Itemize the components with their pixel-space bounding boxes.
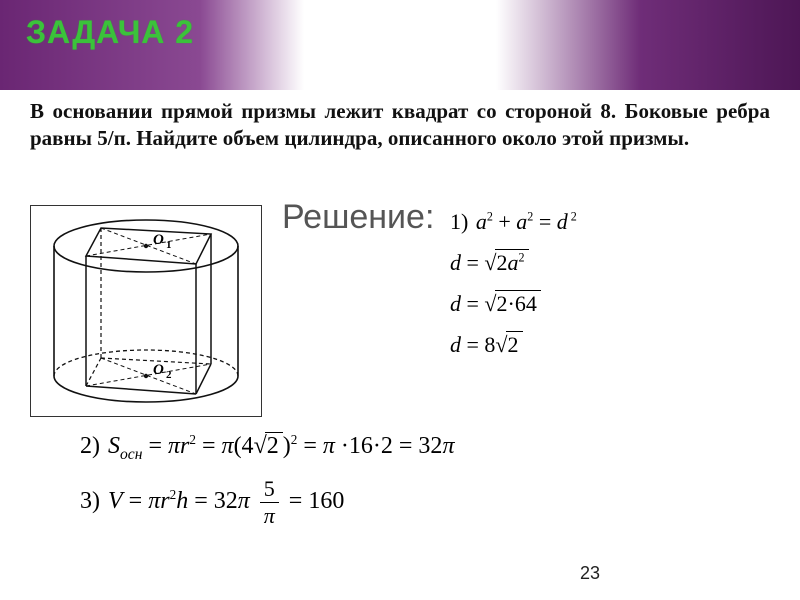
fraction-numerator: 5 [260, 478, 279, 502]
fraction-denominator: π [260, 502, 279, 527]
problem-statement: В основании прямой призмы лежит квадрат … [30, 98, 770, 152]
step-1c: d = √2·64 [450, 288, 577, 317]
slide-title: ЗАДАЧА 2 [26, 14, 194, 51]
step-2-number: 2) [80, 433, 100, 459]
step-1: 1) a2 + a2 = d 2 [450, 209, 577, 235]
step-3: 3) V = πr2h = 32π 5 π = 160 [80, 478, 344, 527]
solution-label: Решение: [282, 198, 434, 237]
step-3-number: 3) [80, 488, 100, 514]
step-1d: d = 8√2 [450, 329, 577, 358]
page-number: 23 [580, 563, 600, 584]
slide: ЗАДАЧА 2 В основании прямой призмы лежит… [0, 0, 800, 600]
svg-text:O: O [153, 362, 164, 378]
svg-text:1: 1 [166, 239, 172, 251]
svg-text:2: 2 [166, 369, 172, 381]
prism-in-cylinder-diagram: O 1 O 2 [30, 205, 262, 417]
step-1b: d = √2a2 [450, 247, 577, 276]
step-2: 2) Sосн = πr2 = π(4√2)2 = π ·16·2 = 32π [80, 430, 454, 460]
step-1-number: 1) [450, 209, 468, 234]
equation-block-right: 1) a2 + a2 = d 2 d = √2a2 d = √2·64 d = … [450, 205, 577, 362]
svg-text:O: O [153, 232, 164, 248]
fraction-5-over-pi: 5 π [260, 478, 279, 527]
